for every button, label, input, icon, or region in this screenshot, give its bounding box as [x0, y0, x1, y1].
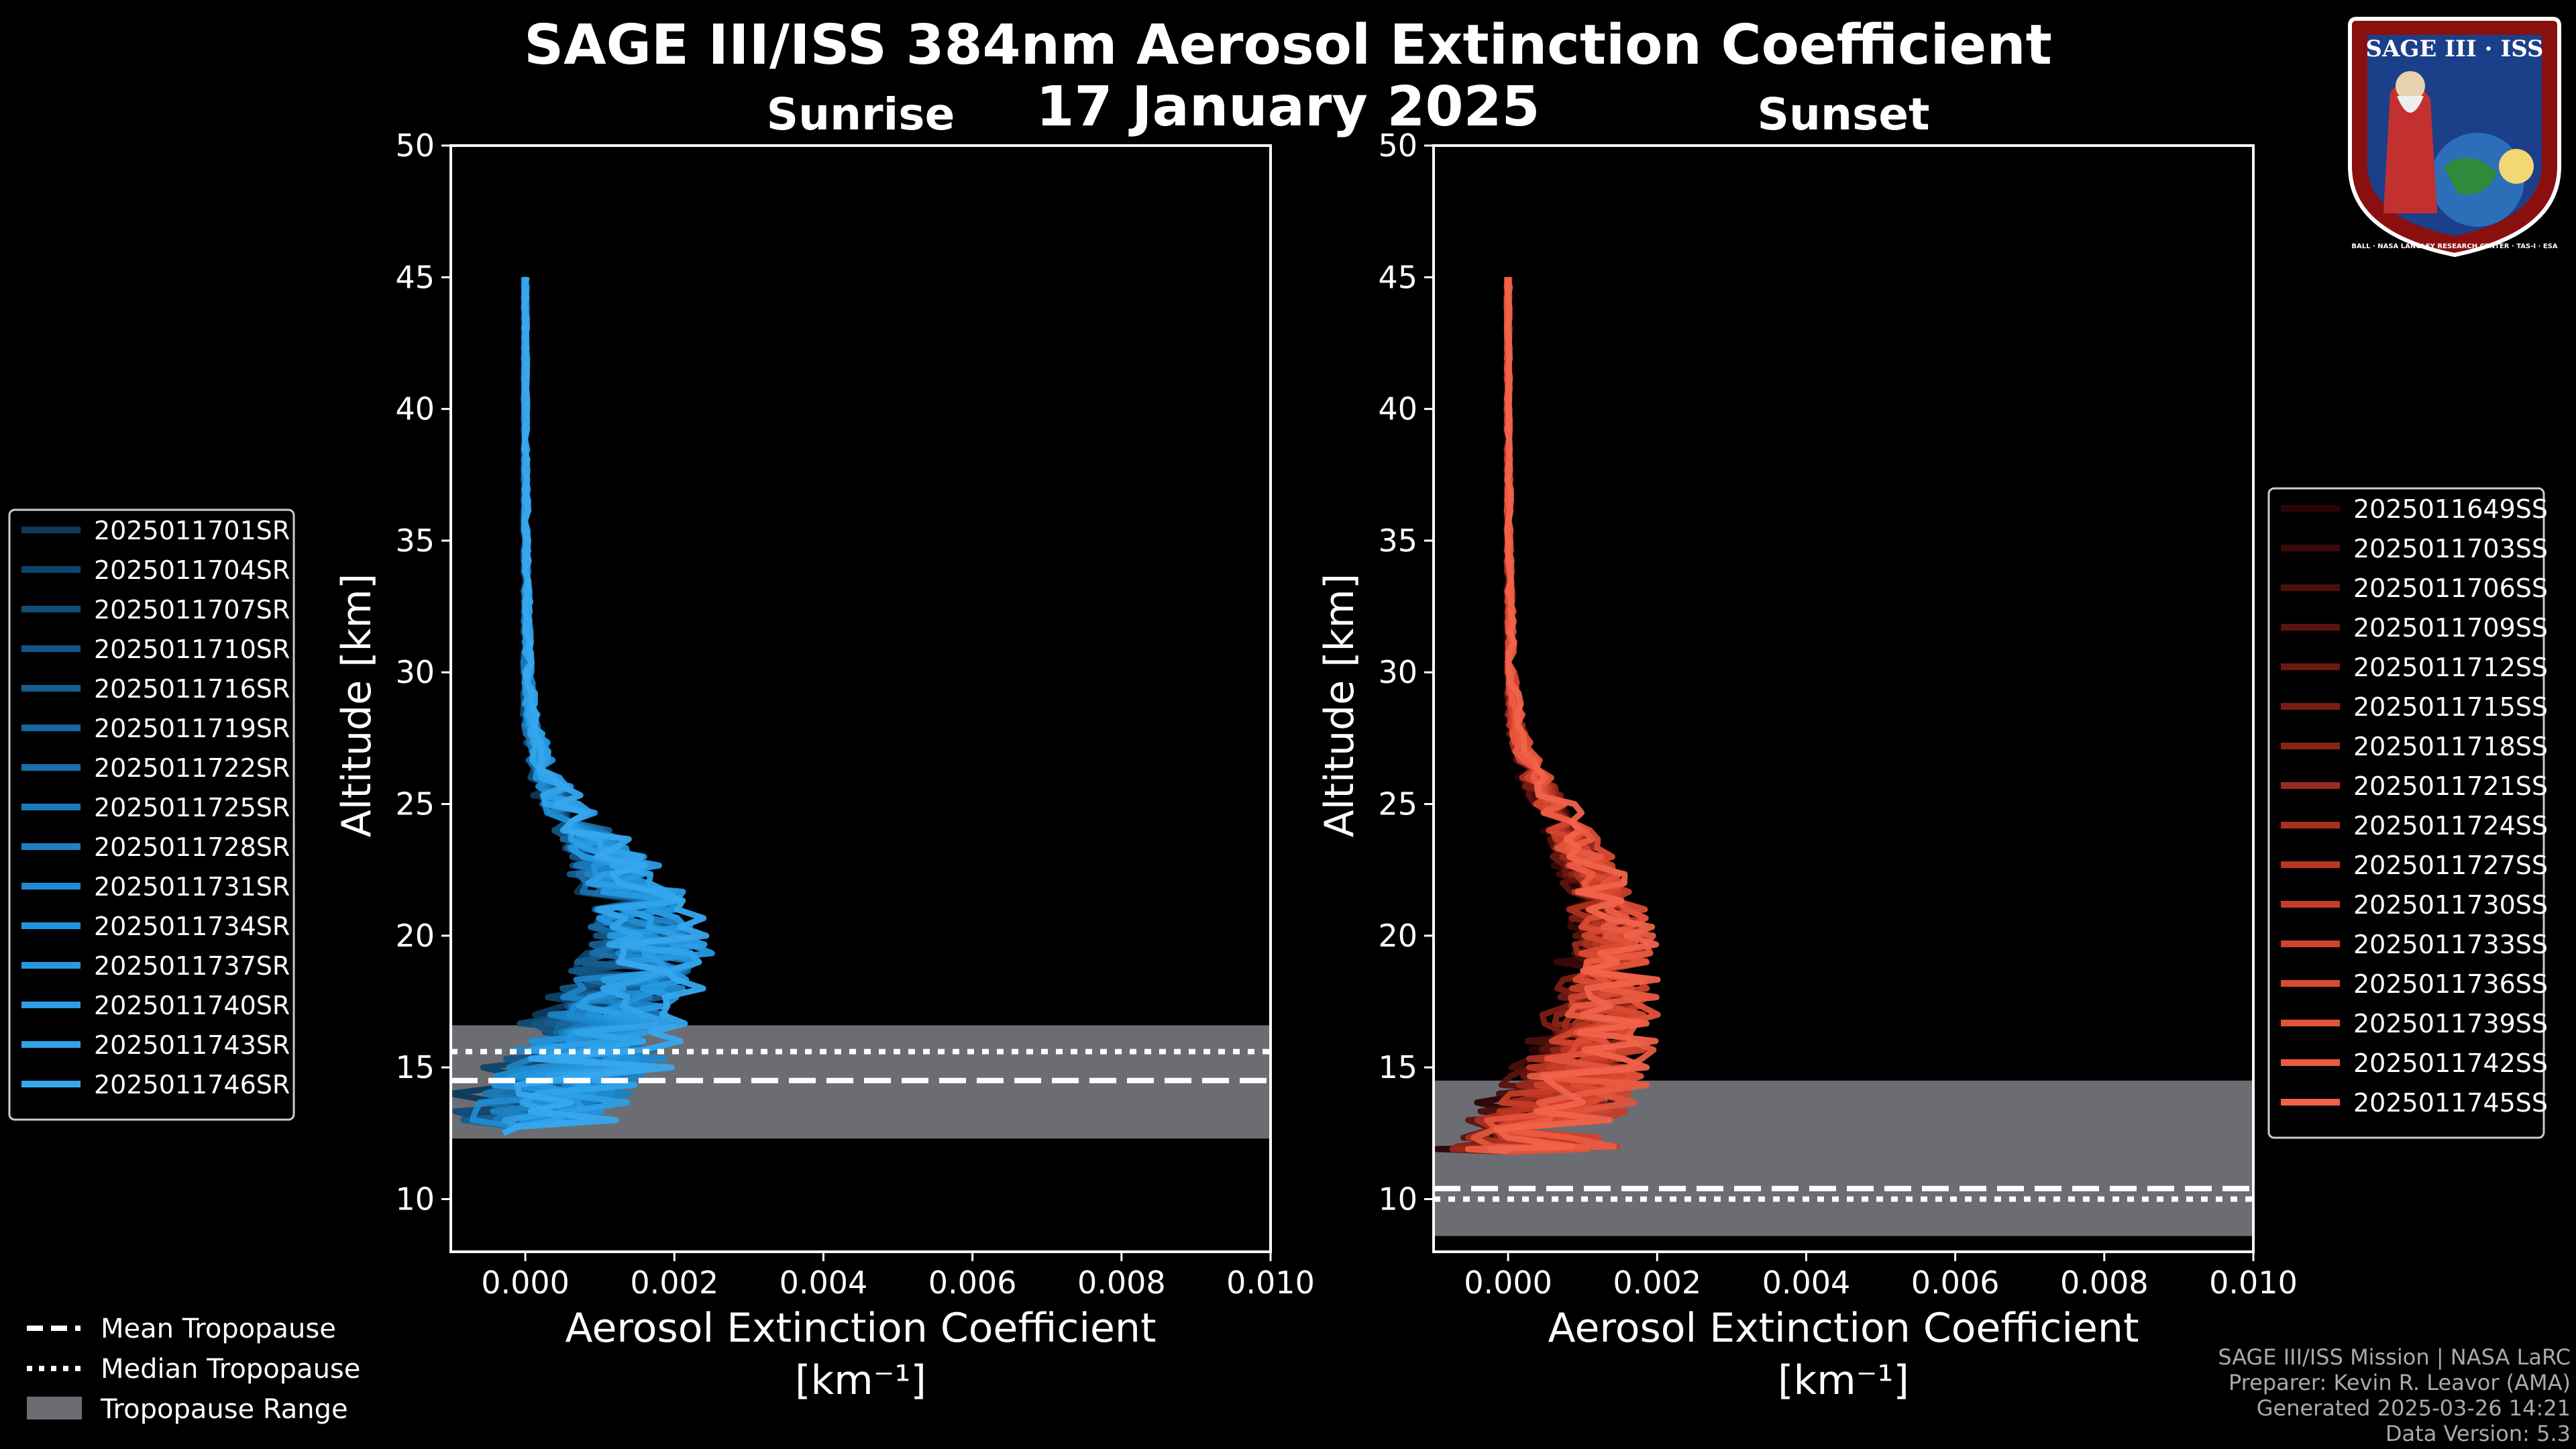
sunrise-xlabel: Aerosol Extinction Coefficient	[566, 1305, 1157, 1352]
sunset-ytick-label: 40	[1378, 391, 1417, 427]
sunrise-ytick-label: 20	[395, 918, 435, 954]
sunrise-xtick-label: 0.006	[928, 1265, 1017, 1301]
sunrise-legend-label: 2025011701SR	[94, 516, 290, 545]
credits-version: Data Version: 5.3	[2385, 1421, 2571, 1446]
sunrise-series-group	[451, 276, 715, 1136]
sunset-legend-label: 2025011724SS	[2353, 811, 2548, 841]
sunset-ytick-label: 50	[1378, 127, 1417, 164]
sunrise-xtick-label: 0.002	[630, 1265, 718, 1301]
sunrise-xtick-label: 0.000	[481, 1265, 570, 1301]
sunset-xtick-label: 0.006	[1911, 1265, 2000, 1301]
sunset-legend-label: 2025011715SS	[2353, 692, 2548, 722]
sunrise-legend-label: 2025011746SR	[94, 1070, 290, 1099]
sunrise-legend-label: 2025011722SR	[94, 753, 290, 783]
sunset-ytick-label: 30	[1378, 654, 1417, 690]
sunset-ytick-label: 25	[1378, 786, 1417, 822]
sunrise-legend-label: 2025011734SR	[94, 912, 290, 941]
sunrise-ytick-label: 30	[395, 654, 435, 690]
sunrise-xtick-label: 0.008	[1077, 1265, 1166, 1301]
sunrise-legend-label: 2025011707SR	[94, 595, 290, 625]
sunset-xtick-label: 0.002	[1613, 1265, 1701, 1301]
sunrise-legend-label: 2025011725SR	[94, 793, 290, 822]
sunrise-xtick-label: 0.004	[780, 1265, 868, 1301]
sunset-legend-label: 2025011739SS	[2353, 1009, 2548, 1038]
sunset-legend-label: 2025011745SS	[2353, 1088, 2548, 1118]
sunrise-legend-label: 2025011716SR	[94, 674, 290, 704]
sunset-legend-label: 2025011733SS	[2353, 930, 2548, 959]
sunrise-axes-frame	[449, 144, 1272, 1253]
sunset-xtick-label: 0.008	[2060, 1265, 2149, 1301]
chart-date: 17 January 2025	[1036, 75, 1540, 139]
sage-mission-logo: SAGE III · ISS BALL · NASA LANGLEY RESEA…	[2348, 17, 2561, 258]
sunrise-ytick-label: 50	[395, 127, 435, 164]
sunset-legend-label: 2025011736SS	[2353, 969, 2548, 999]
sunset-ytick-label: 15	[1378, 1049, 1417, 1085]
sunset-xtick-label: 0.010	[2209, 1265, 2298, 1301]
credits-preparer: Preparer: Kevin R. Leavor (AMA)	[2228, 1370, 2571, 1395]
sunrise-ytick-label: 40	[395, 391, 435, 427]
chart-title: SAGE III/ISS 384nm Aerosol Extinction Co…	[524, 13, 2052, 77]
sunset-legend-label: 2025011721SS	[2353, 771, 2548, 801]
logo-ring-text: BALL · NASA LANGLEY RESEARCH CENTER · TA…	[2351, 243, 2558, 250]
sunrise-legend-label: 2025011743SR	[94, 1030, 290, 1060]
sunrise-ylabel: Altitude [km]	[333, 574, 380, 838]
sunset-profile-line	[1487, 277, 1661, 1155]
sunrise-legend-label: 2025011704SR	[94, 555, 290, 585]
sunset-ytick-label: 45	[1378, 259, 1417, 295]
credits-block: SAGE III/ISS Mission | NASA LaRC Prepare…	[2218, 1344, 2571, 1446]
legend-median-tropopause-label: Median Tropopause	[101, 1354, 360, 1385]
sunset-legend-label: 2025011703SS	[2353, 534, 2548, 564]
sunrise-legend-label: 2025011740SR	[94, 991, 290, 1020]
sunset-legend-label: 2025011718SS	[2353, 732, 2548, 761]
sunset-panel-title: Sunset	[1757, 89, 1930, 140]
sunset-series-group	[1434, 276, 1661, 1155]
sunrise-legend-label: 2025011710SR	[94, 635, 290, 664]
sunset-ytick-label: 35	[1378, 523, 1417, 559]
sunset-axes-frame	[1432, 144, 2255, 1253]
credits-generated: Generated 2025-03-26 14:21	[2256, 1395, 2571, 1421]
sunrise-legend-label: 2025011719SR	[94, 714, 290, 743]
sunset-ytick-label: 10	[1378, 1181, 1417, 1217]
sunrise-xlabel-unit: [km⁻¹]	[795, 1357, 926, 1404]
sunrise-ytick-label: 15	[395, 1049, 435, 1085]
sunrise-legend-label: 2025011728SR	[94, 833, 290, 862]
sunrise-ytick-label: 35	[395, 523, 435, 559]
sunset-xtick-label: 0.004	[1762, 1265, 1851, 1301]
sunrise-ytick-label: 10	[395, 1181, 435, 1217]
sunset-legend-box	[2267, 487, 2545, 1139]
logo-text: SAGE III · ISS	[2365, 36, 2543, 62]
legend-mean-tropopause-label: Mean Tropopause	[101, 1313, 336, 1344]
sunrise-ytick-label: 25	[395, 786, 435, 822]
sunset-ytick-label: 20	[1378, 918, 1417, 954]
sunset-legend-label: 2025011742SS	[2353, 1049, 2548, 1078]
sunrise-legend-label: 2025011731SR	[94, 872, 290, 902]
sunset-legend-label: 2025011712SS	[2353, 653, 2548, 682]
sunrise-xtick-label: 0.010	[1226, 1265, 1315, 1301]
sunset-legend-label: 2025011727SS	[2353, 851, 2548, 880]
sunset-legend-label: 2025011649SS	[2353, 494, 2548, 524]
sunset-legend-label: 2025011709SS	[2353, 613, 2548, 643]
sunset-legend-label: 2025011730SS	[2353, 890, 2548, 920]
sunset-xlabel: Aerosol Extinction Coefficient	[1548, 1305, 2139, 1352]
sunset-ylabel: Altitude [km]	[1316, 574, 1363, 838]
sunrise-panel-title: Sunrise	[766, 89, 955, 140]
sunrise-profile-line	[502, 277, 710, 1136]
sunrise-legend-label: 2025011737SR	[94, 951, 290, 981]
sunset-xlabel-unit: [km⁻¹]	[1778, 1357, 1909, 1404]
credits-mission: SAGE III/ISS Mission | NASA LaRC	[2218, 1344, 2571, 1370]
legend-tropopause-range-swatch	[27, 1397, 82, 1419]
legend-tropopause-range-label: Tropopause Range	[100, 1394, 348, 1425]
sunrise-ytick-label: 45	[395, 259, 435, 295]
sunset-xtick-label: 0.000	[1464, 1265, 1552, 1301]
sunset-legend-label: 2025011706SS	[2353, 574, 2548, 603]
